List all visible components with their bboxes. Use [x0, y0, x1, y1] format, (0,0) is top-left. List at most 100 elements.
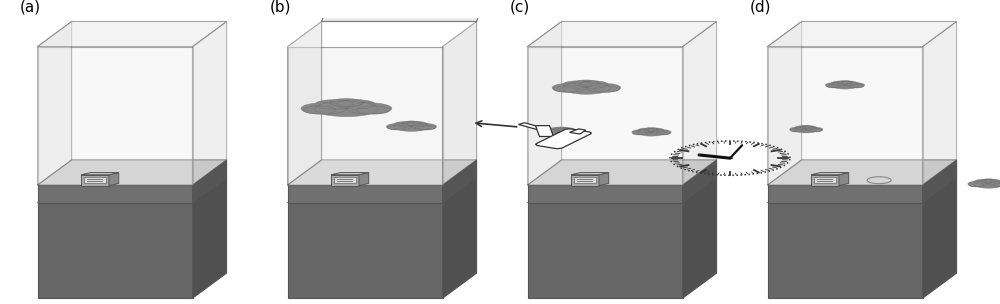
- Ellipse shape: [795, 126, 818, 133]
- Ellipse shape: [647, 128, 664, 133]
- Polygon shape: [38, 185, 192, 203]
- Polygon shape: [839, 173, 849, 186]
- Polygon shape: [38, 178, 227, 203]
- Ellipse shape: [638, 129, 665, 136]
- Polygon shape: [768, 22, 957, 47]
- Text: (b): (b): [269, 0, 291, 14]
- Text: (c): (c): [509, 0, 530, 14]
- Ellipse shape: [651, 130, 671, 135]
- Ellipse shape: [303, 106, 336, 114]
- Polygon shape: [528, 160, 717, 185]
- Polygon shape: [84, 178, 106, 183]
- Ellipse shape: [579, 81, 608, 88]
- Ellipse shape: [301, 103, 346, 114]
- Ellipse shape: [594, 86, 619, 92]
- Ellipse shape: [969, 183, 984, 187]
- Ellipse shape: [845, 82, 865, 88]
- Ellipse shape: [974, 179, 992, 184]
- Circle shape: [727, 157, 733, 159]
- Polygon shape: [571, 175, 599, 186]
- Ellipse shape: [790, 128, 802, 132]
- Ellipse shape: [541, 131, 557, 135]
- Polygon shape: [38, 22, 227, 47]
- Ellipse shape: [795, 126, 809, 130]
- Ellipse shape: [552, 83, 586, 92]
- Polygon shape: [331, 175, 359, 186]
- Ellipse shape: [337, 100, 375, 109]
- Polygon shape: [528, 22, 562, 185]
- Ellipse shape: [826, 84, 840, 88]
- Ellipse shape: [974, 180, 1000, 188]
- Ellipse shape: [993, 183, 1000, 187]
- Polygon shape: [331, 173, 369, 175]
- Polygon shape: [528, 47, 682, 185]
- Ellipse shape: [406, 122, 427, 127]
- Ellipse shape: [563, 82, 610, 94]
- Ellipse shape: [838, 81, 852, 85]
- Polygon shape: [81, 175, 109, 186]
- Ellipse shape: [790, 127, 806, 132]
- Polygon shape: [768, 178, 957, 203]
- Ellipse shape: [850, 84, 864, 88]
- Polygon shape: [535, 126, 553, 136]
- Polygon shape: [38, 160, 227, 185]
- Ellipse shape: [825, 82, 845, 88]
- Polygon shape: [768, 203, 922, 298]
- Polygon shape: [922, 22, 957, 185]
- Polygon shape: [528, 185, 682, 203]
- Polygon shape: [922, 178, 957, 298]
- Ellipse shape: [831, 82, 859, 89]
- Polygon shape: [528, 178, 717, 203]
- Polygon shape: [322, 0, 504, 22]
- Ellipse shape: [394, 122, 415, 127]
- Ellipse shape: [984, 179, 1000, 184]
- Polygon shape: [571, 173, 609, 175]
- Text: (a): (a): [20, 0, 41, 14]
- Ellipse shape: [567, 131, 583, 135]
- Ellipse shape: [540, 129, 562, 135]
- Ellipse shape: [574, 80, 599, 86]
- Polygon shape: [192, 160, 227, 203]
- Polygon shape: [682, 178, 717, 298]
- Polygon shape: [334, 178, 356, 183]
- Ellipse shape: [644, 127, 659, 131]
- Ellipse shape: [546, 128, 565, 133]
- Polygon shape: [574, 178, 596, 183]
- Ellipse shape: [803, 126, 817, 130]
- Polygon shape: [288, 22, 322, 185]
- Ellipse shape: [553, 86, 578, 92]
- Ellipse shape: [638, 128, 655, 133]
- Polygon shape: [768, 160, 957, 185]
- Ellipse shape: [563, 81, 592, 88]
- Ellipse shape: [841, 81, 857, 85]
- Ellipse shape: [806, 127, 823, 132]
- Polygon shape: [599, 173, 609, 186]
- Polygon shape: [518, 123, 547, 131]
- Polygon shape: [528, 22, 717, 47]
- FancyBboxPatch shape: [536, 129, 591, 149]
- Polygon shape: [442, 178, 477, 298]
- Polygon shape: [768, 47, 922, 185]
- Ellipse shape: [357, 106, 390, 114]
- Ellipse shape: [810, 128, 822, 132]
- Text: (d): (d): [750, 0, 771, 14]
- Polygon shape: [288, 203, 442, 298]
- Ellipse shape: [315, 100, 353, 109]
- Polygon shape: [81, 173, 119, 175]
- Ellipse shape: [586, 83, 621, 92]
- Ellipse shape: [562, 129, 583, 135]
- Polygon shape: [682, 22, 717, 185]
- Polygon shape: [288, 160, 477, 185]
- Polygon shape: [768, 22, 802, 185]
- Polygon shape: [442, 22, 477, 185]
- Ellipse shape: [394, 123, 429, 131]
- Polygon shape: [442, 160, 477, 203]
- Polygon shape: [38, 203, 192, 298]
- Polygon shape: [814, 178, 836, 183]
- Ellipse shape: [386, 123, 412, 130]
- Polygon shape: [570, 129, 586, 134]
- Polygon shape: [682, 160, 717, 203]
- Ellipse shape: [968, 181, 989, 187]
- Ellipse shape: [554, 127, 570, 131]
- Ellipse shape: [557, 128, 575, 133]
